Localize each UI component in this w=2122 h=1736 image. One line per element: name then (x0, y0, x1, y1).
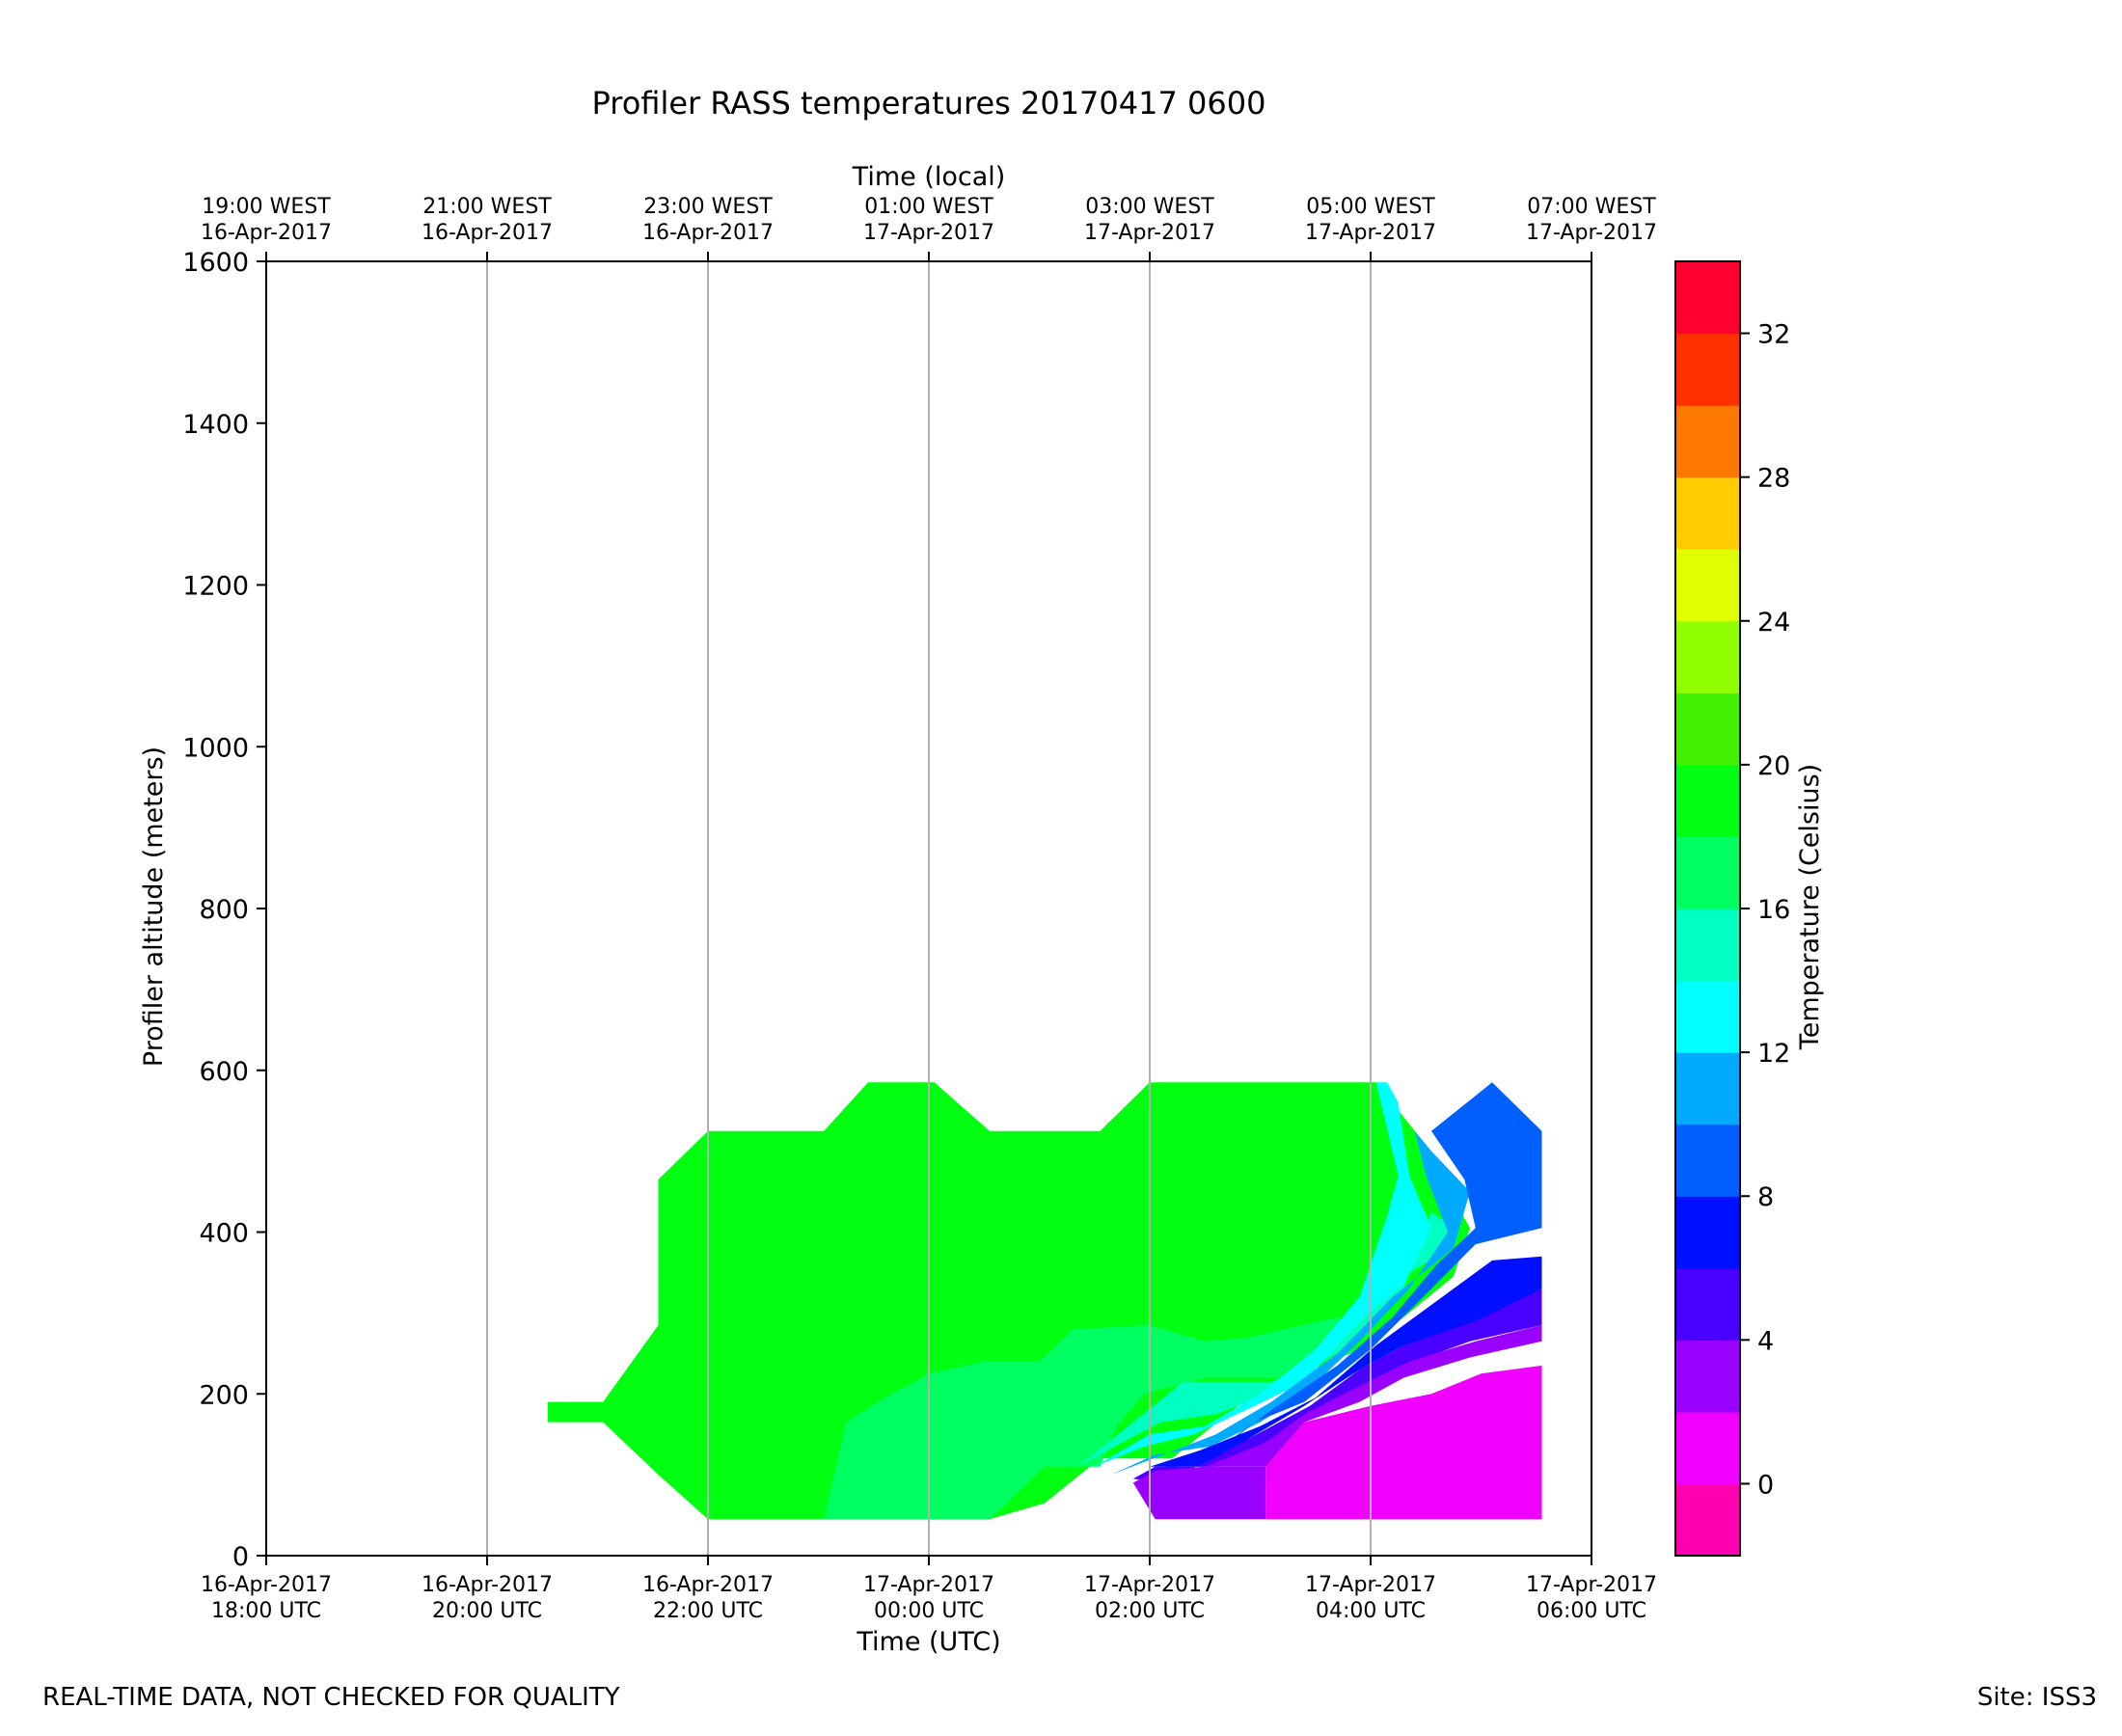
colorbar-segment-2 (1675, 1340, 1740, 1413)
y-axis: 0 200 400 600 800 1000 1200 1400 1600 (182, 248, 266, 1572)
chart-title: Profiler RASS temperatures 20170417 0600 (592, 85, 1266, 122)
x-tick-label-date: 16-Apr-2017 (642, 1573, 774, 1597)
contour-region-8 (1132, 1466, 1266, 1520)
top-tick-label-date: 17-Apr-2017 (863, 221, 994, 245)
top-tick-label-date: 16-Apr-2017 (642, 221, 774, 245)
colorbar-segment-5 (1675, 1124, 1740, 1197)
x-tick-label-date: 17-Apr-2017 (863, 1573, 994, 1597)
contour-region-0 (548, 1082, 1470, 1520)
top-tick-label-date: 17-Apr-2017 (1526, 221, 1657, 245)
colorbar-segment-10 (1675, 764, 1740, 838)
colorbar-segment-1 (1675, 1411, 1740, 1485)
contour-region-9 (1205, 1325, 1542, 1467)
y-tick-label: 1600 (182, 248, 249, 278)
colorbar-segment-8 (1675, 909, 1740, 982)
colorbar-segment-16 (1675, 333, 1740, 406)
colorbar-tick-label: 8 (1757, 1182, 1774, 1212)
top-tick-label-time: 23:00 WEST (643, 195, 773, 219)
top-tick-label-time: 07:00 WEST (1527, 195, 1656, 219)
contour-region-10 (1265, 1365, 1542, 1520)
x-tick-label-time: 02:00 UTC (1095, 1599, 1205, 1623)
y-tick-label: 600 (199, 1057, 249, 1087)
top-tick-label-time: 01:00 WEST (864, 195, 993, 219)
contour-region-4 (1110, 1130, 1470, 1476)
colorbar-segment-7 (1675, 980, 1740, 1053)
top-tick-label-time: 19:00 WEST (202, 195, 331, 219)
quality-disclaimer: REAL-TIME DATA, NOT CHECKED FOR QUALITY (42, 1683, 620, 1712)
colorbar-segment-0 (1675, 1483, 1740, 1557)
colorbar-segment-14 (1675, 476, 1740, 550)
contour-region-3 (1094, 1082, 1431, 1467)
grid-lines (486, 261, 1372, 1556)
x-tick-label-date: 17-Apr-2017 (1305, 1573, 1436, 1597)
colorbar-tick-label: 16 (1757, 895, 1790, 925)
y-axis-label: Profiler altitude (meters) (139, 746, 169, 1067)
colorbar-segment-9 (1675, 836, 1740, 909)
top-tick-label-time: 05:00 WEST (1306, 195, 1435, 219)
colorbar-segment-13 (1675, 549, 1740, 622)
y-tick-label: 0 (232, 1542, 249, 1572)
colorbar-segment-11 (1675, 692, 1740, 766)
x-tick-label-time: 22:00 UTC (653, 1599, 763, 1623)
y-tick-label: 200 (199, 1380, 249, 1410)
contour-region-1 (824, 1316, 1360, 1520)
x-tick-label-time: 20:00 UTC (432, 1599, 542, 1623)
colorbar-tick-label: 20 (1757, 751, 1790, 781)
colorbar-tick-label: 12 (1757, 1039, 1790, 1069)
x-tick-label-date: 17-Apr-2017 (1526, 1573, 1657, 1597)
top-axis-label: Time (local) (852, 162, 1006, 192)
top-tick-label-date: 17-Apr-2017 (1305, 221, 1436, 245)
x-tick-label-date: 16-Apr-2017 (201, 1573, 332, 1597)
temperature-contours (548, 1082, 1542, 1520)
colorbar-segment-12 (1675, 620, 1740, 693)
top-tick-label-date: 16-Apr-2017 (422, 221, 553, 245)
x-tick-label-time: 04:00 UTC (1316, 1599, 1426, 1623)
y-tick-label: 800 (199, 895, 249, 925)
colorbar-tick-label: 0 (1757, 1470, 1774, 1500)
colorbar-label: Temperature (Celsius) (1795, 764, 1825, 1050)
contour-region-2 (1077, 1211, 1454, 1467)
colorbar-tick-label: 24 (1757, 608, 1790, 637)
site-label: Site: ISS3 (1976, 1683, 2097, 1712)
colorbar-tick-label: 4 (1757, 1326, 1774, 1356)
top-tick-label-date: 16-Apr-2017 (201, 221, 332, 245)
y-tick-label: 1000 (182, 733, 249, 763)
colorbar-tick-label: 28 (1757, 464, 1790, 494)
x-tick-label-time: 00:00 UTC (874, 1599, 984, 1623)
y-tick-label: 1200 (182, 572, 249, 602)
top-tick-label-time: 03:00 WEST (1085, 195, 1214, 219)
x-tick-label-date: 16-Apr-2017 (422, 1573, 553, 1597)
top-tick-label-time: 21:00 WEST (422, 195, 552, 219)
colorbar-tick-label: 32 (1757, 320, 1790, 350)
colorbar-segment-3 (1675, 1267, 1740, 1341)
x-tick-label-time: 18:00 UTC (211, 1599, 321, 1623)
y-tick-label: 400 (199, 1219, 249, 1249)
colorbar-segment-15 (1675, 405, 1740, 478)
contour-region-6 (1122, 1256, 1542, 1496)
x-axis-label: Time (UTC) (856, 1627, 1000, 1657)
colorbar-segment-6 (1675, 1052, 1740, 1126)
colorbar-segment-4 (1675, 1196, 1740, 1269)
top-tick-label-date: 17-Apr-2017 (1084, 221, 1215, 245)
colorbar-segment-17 (1675, 261, 1740, 335)
x-tick-label-date: 17-Apr-2017 (1084, 1573, 1215, 1597)
contour-region-5 (1150, 1082, 1542, 1479)
contour-region-7 (1132, 1288, 1542, 1483)
colorbar: 0 4 8 12 16 20 24 28 32 (1674, 260, 1790, 1557)
x-tick-label-time: 06:00 UTC (1537, 1599, 1646, 1623)
y-tick-label: 1400 (182, 410, 249, 440)
